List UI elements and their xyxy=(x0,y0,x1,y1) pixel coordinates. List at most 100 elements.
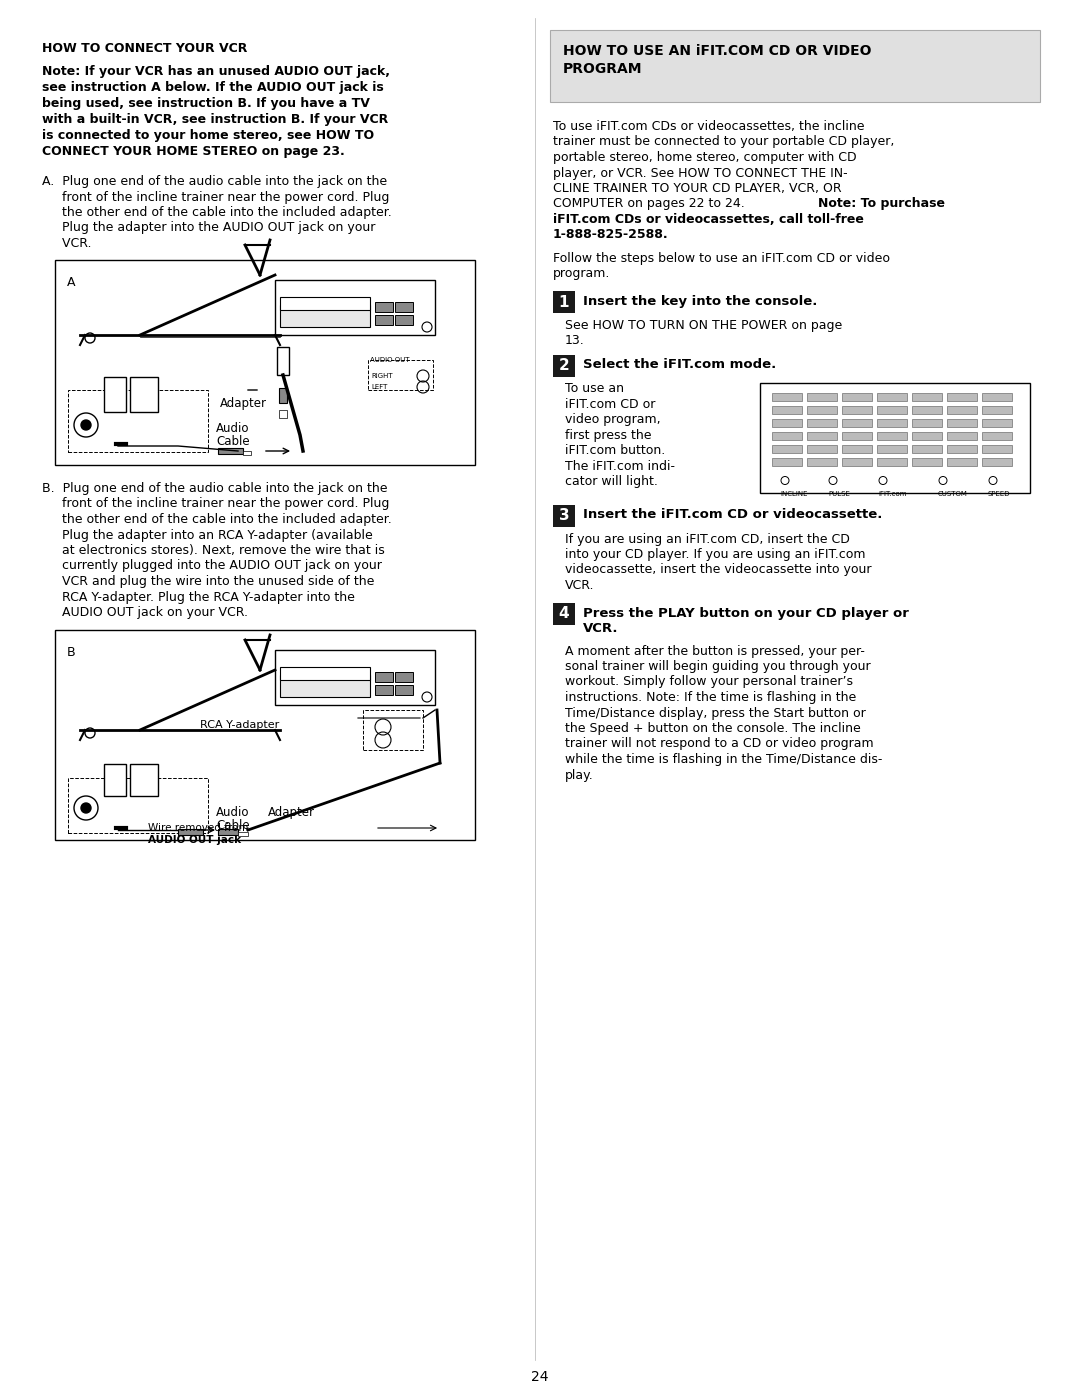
Bar xyxy=(553,504,575,527)
Text: See HOW TO TURN ON THE POWER on page: See HOW TO TURN ON THE POWER on page xyxy=(565,319,842,332)
Bar xyxy=(130,377,158,412)
Bar xyxy=(772,405,802,414)
Text: the other end of the cable into the included adapter.: the other end of the cable into the incl… xyxy=(42,513,392,527)
Text: Time/Distance display, press the Start button or: Time/Distance display, press the Start b… xyxy=(565,707,866,719)
Bar xyxy=(218,448,243,454)
Text: trainer must be connected to your portable CD player,: trainer must be connected to your portab… xyxy=(553,136,894,148)
Text: RCA Y-adapter: RCA Y-adapter xyxy=(200,719,280,731)
Bar xyxy=(842,432,872,440)
Bar xyxy=(363,710,423,750)
Text: 24: 24 xyxy=(531,1370,549,1384)
Text: Plug the adapter into the AUDIO OUT jack on your: Plug the adapter into the AUDIO OUT jack… xyxy=(42,222,376,235)
Bar xyxy=(807,405,837,414)
Bar xyxy=(982,405,1012,414)
Bar xyxy=(912,432,942,440)
Text: PULSE: PULSE xyxy=(828,490,850,496)
Bar xyxy=(842,444,872,453)
Text: The iFIT.com indi-: The iFIT.com indi- xyxy=(565,460,675,474)
Text: B: B xyxy=(67,645,76,659)
Text: Cable: Cable xyxy=(216,819,249,833)
Text: Follow the steps below to use an iFIT.com CD or video: Follow the steps below to use an iFIT.co… xyxy=(553,251,890,265)
Text: Audio: Audio xyxy=(216,422,249,434)
Bar xyxy=(842,405,872,414)
Text: iFIT.com button.: iFIT.com button. xyxy=(565,444,665,457)
Bar xyxy=(947,405,977,414)
Bar xyxy=(104,764,126,796)
Text: videocassette, insert the videocassette into your: videocassette, insert the videocassette … xyxy=(565,563,872,577)
Bar xyxy=(280,666,370,680)
Text: Note: If your VCR has an unused AUDIO OUT jack,: Note: If your VCR has an unused AUDIO OU… xyxy=(42,66,390,78)
Bar xyxy=(280,675,370,697)
Bar xyxy=(877,457,907,465)
Text: front of the incline trainer near the power cord. Plug: front of the incline trainer near the po… xyxy=(42,190,390,204)
Bar xyxy=(375,302,393,312)
Text: is connected to your home stereo, see HOW TO: is connected to your home stereo, see HO… xyxy=(42,129,374,142)
Text: COMPUTER on pages 22 to 24.: COMPUTER on pages 22 to 24. xyxy=(553,197,748,211)
Bar xyxy=(243,451,251,455)
Bar xyxy=(218,828,238,835)
Bar xyxy=(807,457,837,465)
Bar xyxy=(395,314,413,326)
Text: video program,: video program, xyxy=(565,414,661,426)
Text: into your CD player. If you are using an iFIT.com: into your CD player. If you are using an… xyxy=(565,548,865,562)
Text: If you are using an iFIT.com CD, insert the CD: If you are using an iFIT.com CD, insert … xyxy=(565,532,850,545)
Text: workout. Simply follow your personal trainer’s: workout. Simply follow your personal tra… xyxy=(565,676,853,689)
Text: 13.: 13. xyxy=(565,334,584,348)
Text: A moment after the button is pressed, your per-: A moment after the button is pressed, yo… xyxy=(565,644,865,658)
Bar xyxy=(375,685,393,694)
Bar xyxy=(276,346,289,374)
Bar xyxy=(280,298,370,310)
Text: currently plugged into the AUDIO OUT jack on your: currently plugged into the AUDIO OUT jac… xyxy=(42,560,382,573)
Text: iFIT.com: iFIT.com xyxy=(878,490,906,496)
Bar xyxy=(912,444,942,453)
Text: being used, see instruction B. If you have a TV: being used, see instruction B. If you ha… xyxy=(42,96,369,110)
Bar xyxy=(68,390,208,453)
Bar xyxy=(912,419,942,426)
Text: Select the iFIT.com mode.: Select the iFIT.com mode. xyxy=(583,359,777,372)
Text: with a built-in VCR, see instruction B. If your VCR: with a built-in VCR, see instruction B. … xyxy=(42,113,388,126)
Bar xyxy=(982,393,1012,401)
Text: HOW TO CONNECT YOUR VCR: HOW TO CONNECT YOUR VCR xyxy=(42,42,247,54)
Bar xyxy=(178,828,203,835)
Text: play.: play. xyxy=(565,768,594,781)
Bar xyxy=(772,432,802,440)
Circle shape xyxy=(81,420,91,430)
Text: portable stereo, home stereo, computer with CD: portable stereo, home stereo, computer w… xyxy=(553,151,856,163)
Text: AUDIO OUT jack on your VCR.: AUDIO OUT jack on your VCR. xyxy=(42,606,248,619)
Text: AUDIO OUT: AUDIO OUT xyxy=(370,358,409,363)
Bar xyxy=(104,377,126,412)
Bar xyxy=(553,291,575,313)
Text: B.  Plug one end of the audio cable into the jack on the: B. Plug one end of the audio cable into … xyxy=(42,482,388,495)
Bar xyxy=(553,355,575,377)
Text: instructions. Note: If the time is flashing in the: instructions. Note: If the time is flash… xyxy=(565,692,856,704)
Text: player, or VCR. See HOW TO CONNECT THE IN-: player, or VCR. See HOW TO CONNECT THE I… xyxy=(553,166,848,179)
Text: sonal trainer will begin guiding you through your: sonal trainer will begin guiding you thr… xyxy=(565,659,870,673)
Text: iFIT.com CD or: iFIT.com CD or xyxy=(565,398,656,411)
Bar xyxy=(68,778,208,833)
Text: 3: 3 xyxy=(558,509,569,524)
Bar xyxy=(807,393,837,401)
Text: Press the PLAY button on your CD player or: Press the PLAY button on your CD player … xyxy=(583,606,909,619)
Bar xyxy=(772,457,802,465)
Bar xyxy=(280,305,370,327)
Bar xyxy=(275,650,435,705)
Text: Note: To purchase: Note: To purchase xyxy=(818,197,945,211)
Text: RCA Y-adapter. Plug the RCA Y-adapter into the: RCA Y-adapter. Plug the RCA Y-adapter in… xyxy=(42,591,355,604)
Text: Plug the adapter into an RCA Y-adapter (available: Plug the adapter into an RCA Y-adapter (… xyxy=(42,528,373,542)
Bar xyxy=(912,405,942,414)
Text: To use an: To use an xyxy=(565,383,624,395)
Bar xyxy=(982,444,1012,453)
Bar xyxy=(130,764,158,796)
Bar xyxy=(947,444,977,453)
Text: CLINE TRAINER TO YOUR CD PLAYER, VCR, OR: CLINE TRAINER TO YOUR CD PLAYER, VCR, OR xyxy=(553,182,841,196)
Bar xyxy=(842,419,872,426)
Text: trainer will not respond to a CD or video program: trainer will not respond to a CD or vide… xyxy=(565,738,874,750)
Bar xyxy=(375,672,393,682)
Text: Adapter: Adapter xyxy=(220,397,267,409)
Bar xyxy=(395,302,413,312)
Text: front of the incline trainer near the power cord. Plug: front of the incline trainer near the po… xyxy=(42,497,390,510)
Text: VCR.: VCR. xyxy=(583,623,619,636)
Bar xyxy=(807,432,837,440)
Text: the Speed + button on the console. The incline: the Speed + button on the console. The i… xyxy=(565,722,861,735)
Text: To use iFIT.com CDs or videocassettes, the incline: To use iFIT.com CDs or videocassettes, t… xyxy=(553,120,864,133)
